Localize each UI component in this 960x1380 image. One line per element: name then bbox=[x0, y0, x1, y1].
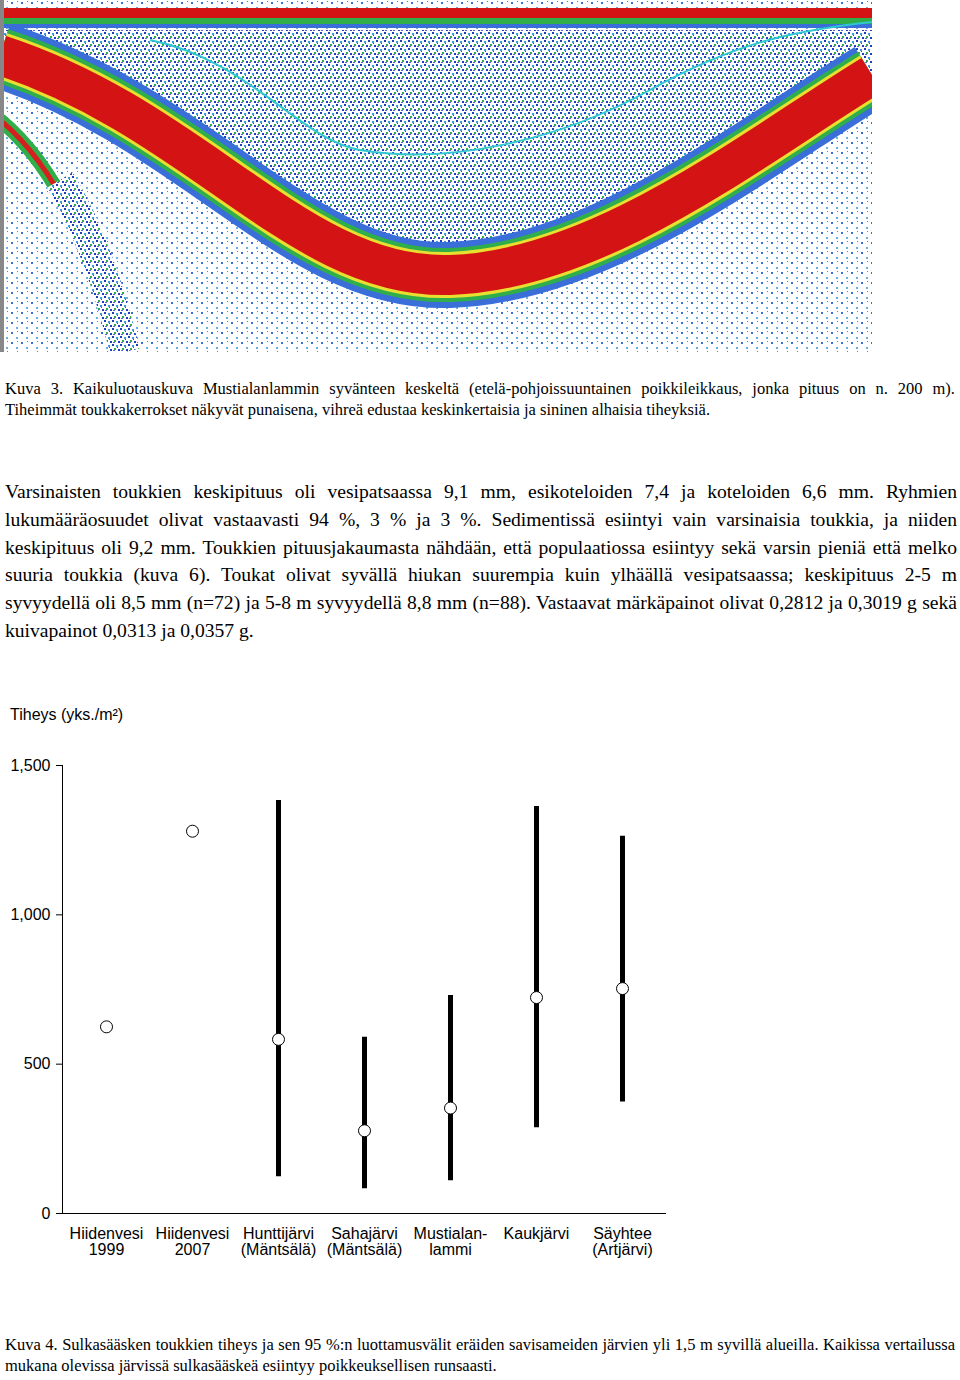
svg-text:Säyhtee(Artjärvi): Säyhtee(Artjärvi) bbox=[592, 1225, 652, 1258]
html-text:Varsinaisten toukkien keskipit: Varsinaisten toukkien keskipituus oli ve… bbox=[5, 481, 957, 641]
html-text:Tiheys (yks./m²): Tiheys (yks./m²) bbox=[10, 706, 124, 723]
html-text:Kuva 4. Sulkasääsken toukkien: Kuva 4. Sulkasääsken toukkien tiheys ja … bbox=[5, 1335, 955, 1375]
svg-text:500: 500 bbox=[24, 1055, 51, 1072]
svg-text:Hiidenvesi1999: Hiidenvesi1999 bbox=[70, 1225, 144, 1258]
svg-text:Kaukjärvi: Kaukjärvi bbox=[504, 1225, 570, 1242]
svg-text:Hiidenvesi2007: Hiidenvesi2007 bbox=[156, 1225, 230, 1258]
svg-text:Sahajärvi(Mäntsälä): Sahajärvi(Mäntsälä) bbox=[327, 1225, 403, 1258]
svg-text:0: 0 bbox=[42, 1205, 51, 1222]
svg-text:Mustialan-lammi: Mustialan-lammi bbox=[414, 1225, 488, 1258]
svg-text:1,500: 1,500 bbox=[10, 757, 50, 774]
html-text:Kuva 3. Kaikuluotauskuva Musti: Kuva 3. Kaikuluotauskuva Mustialanlammin… bbox=[5, 379, 955, 419]
svg-text:1,000: 1,000 bbox=[10, 906, 50, 923]
svg-text:Hunttijärvi(Mäntsälä): Hunttijärvi(Mäntsälä) bbox=[241, 1225, 317, 1258]
